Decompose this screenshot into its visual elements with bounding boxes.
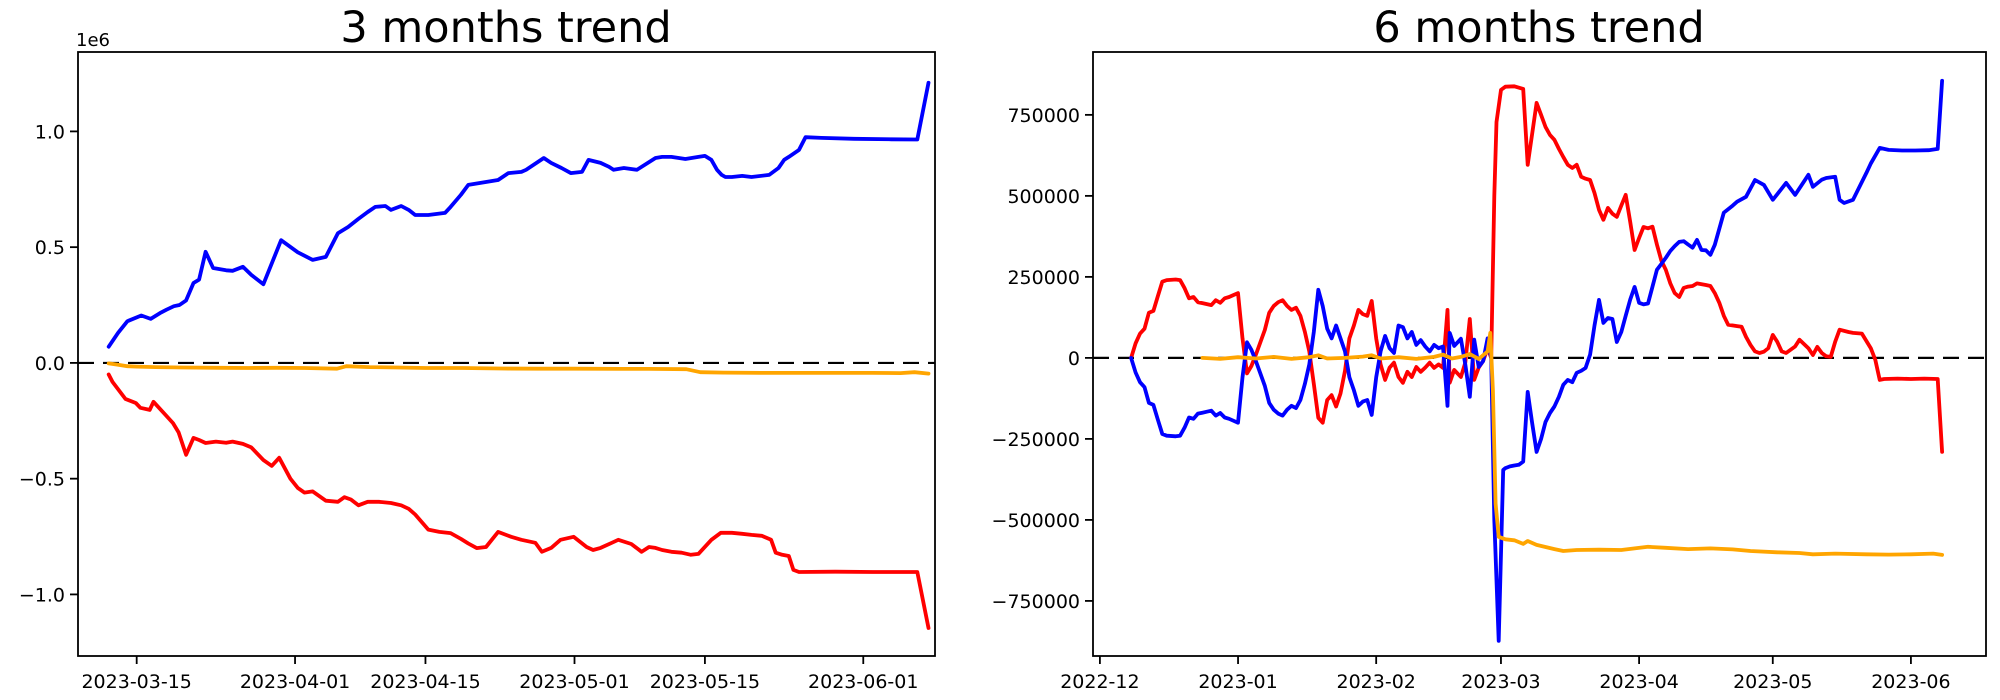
x-tick-label: 2023-03-15 [81,671,191,693]
x-tick-label: 2022-12 [1060,671,1139,693]
chart-title-3-months: 3 months trend [340,3,671,53]
x-tick-label: 2023-02 [1336,671,1415,693]
y-tick-label: 1.0 [35,121,65,143]
x-tick-label: 2023-04-15 [370,671,480,693]
chart-6-months-trend: 6 months trend 2022-12 2023-01 2023-02 2023… [992,3,1987,693]
x-tick-label: 2023-05 [1733,671,1812,693]
chart-3-months-trend: 3 months trend 1e6 2023-03-15 2023-04-01 2… [19,3,936,693]
y-tick-label: 0 [1068,348,1080,370]
y-tick-label: −500000 [992,510,1080,532]
plot-area-6-months: 2022-12 2023-01 2023-02 2023-03 2023-04 2023-… [992,51,1987,693]
y-tick-label: 0.5 [35,237,65,259]
x-tick-label: 2023-06 [1871,671,1950,693]
x-tick-label: 2023-01 [1198,671,1277,693]
axes-frame [77,51,936,657]
y-tick-label: 500000 [1007,186,1080,208]
y-tick-label: −750000 [992,591,1080,613]
x-tick-label: 2023-03 [1461,671,1540,693]
y-tick-label: 250000 [1007,267,1080,289]
series-group [1129,78,1944,643]
y-tick-label: −250000 [992,429,1080,451]
series-line-red-series [106,372,931,630]
y-tick-label: 750000 [1007,105,1080,127]
y-tick-label: 0.0 [35,353,65,375]
x-tick-label: 2023-05-01 [519,671,629,693]
x-tick-label: 2023-04-01 [240,671,350,693]
chart-title-6-months: 6 months trend [1373,3,1704,53]
y-axis-offset-label: 1e6 [76,30,110,51]
x-tick-label: 2023-04 [1599,671,1678,693]
series-line-orange-series [106,361,931,376]
axes-frame [1092,51,1987,657]
x-tick-label: 2023-06-01 [808,671,918,693]
y-tick-label: −1.0 [19,584,65,606]
plot-area-3-months: 2023-03-15 2023-04-01 2023-04-15 2023-05-01… [19,51,936,693]
y-tick-label: −0.5 [19,469,65,491]
series-group [106,80,931,630]
series-line-blue-series [106,80,931,349]
series-line-orange-series [1200,330,1944,557]
x-tick-label: 2023-05-15 [650,671,760,693]
series-line-red-series [1129,84,1944,454]
